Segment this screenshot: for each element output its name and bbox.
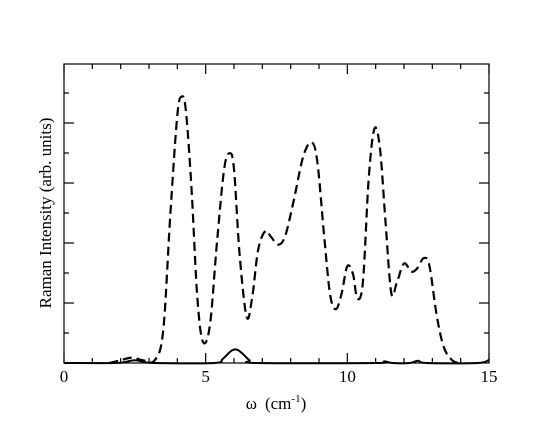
x-axis-title: ω (cm-1) (246, 393, 307, 413)
x-tick-labels: 0 5 10 15 (60, 367, 498, 386)
solid-series-line (63, 348, 490, 365)
series-layer (63, 95, 490, 365)
x-tick-label: 5 (201, 367, 210, 386)
axis-ticks (63, 64, 490, 363)
x-tick-label: 0 (60, 367, 69, 386)
x-tick-label: 15 (481, 367, 498, 386)
x-tick-label: 10 (339, 367, 356, 386)
plot-frame (63, 63, 490, 364)
dashed-series-line (109, 95, 462, 365)
plot-border (63, 63, 490, 364)
y-axis-title: Raman Intensity (arb. units) (36, 118, 55, 309)
